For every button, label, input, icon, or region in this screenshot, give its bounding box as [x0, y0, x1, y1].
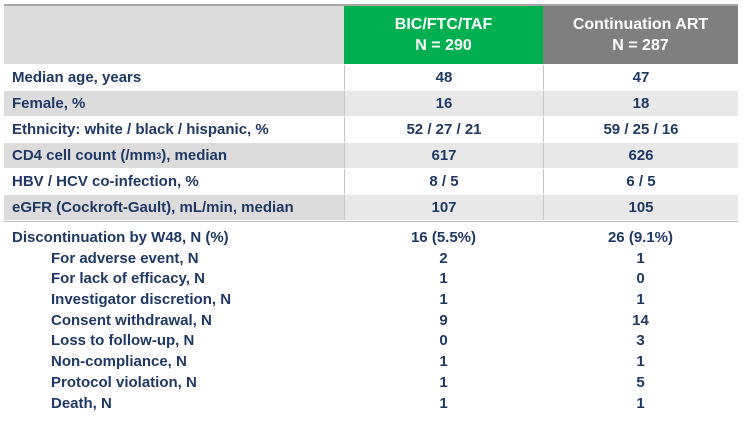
reason-value-arm2: 14 — [632, 311, 649, 329]
reason-label: Non-compliance, N — [51, 353, 187, 371]
row-value-arm1: 16 — [344, 91, 543, 116]
discontinuation-arm2-values: 26 (9.1%) 1 0 1 14 3 1 5 1 — [543, 228, 738, 414]
row-value-arm1: 617 — [344, 143, 543, 168]
row-label: Ethnicity: white / black / hispanic, % — [4, 117, 344, 142]
header-arm2: Continuation ART N = 287 — [543, 6, 738, 64]
reason-value-arm1: 1 — [439, 270, 448, 288]
reason-value-arm1: 0 — [439, 332, 448, 350]
reason-label: For adverse event, N — [51, 249, 199, 267]
header-arm1: BIC/FTC/TAF N = 290 — [344, 6, 543, 64]
reason-value-arm2: 3 — [636, 332, 645, 350]
reason-value-arm1: 1 — [439, 353, 448, 371]
arm2-n: N = 287 — [612, 37, 669, 54]
discontinuation-block: Discontinuation by W48, N (%) For advers… — [4, 221, 738, 415]
arm1-n: N = 290 — [415, 37, 472, 54]
row-label: Median age, years — [4, 65, 344, 90]
discontinuation-value-arm2: 26 (9.1%) — [607, 229, 674, 246]
table-row: Ethnicity: white / black / hispanic, % 5… — [4, 117, 738, 143]
reason-value-arm2: 0 — [636, 270, 645, 288]
table-row: CD4 cell count (/mm 3), median 617 626 — [4, 143, 738, 169]
reason-value-arm1: 1 — [439, 394, 448, 412]
reason-value-arm2: 1 — [636, 394, 645, 412]
row-value-arm1: 48 — [344, 65, 543, 90]
reason-value-arm2: 1 — [636, 249, 645, 267]
row-label: Female, % — [4, 91, 344, 116]
discontinuation-label: Discontinuation by W48, N (%) — [12, 229, 229, 246]
arm1-title: BIC/FTC/TAF — [394, 16, 493, 33]
reason-label: Investigator discretion, N — [51, 291, 232, 309]
baseline-characteristics-table: BIC/FTC/TAF N = 290 Continuation ART N =… — [4, 4, 738, 415]
header-empty-cell — [4, 6, 344, 64]
table-row: HBV / HCV co-infection, % 8 / 5 6 / 5 — [4, 169, 738, 195]
row-value-arm1: 52 / 27 / 21 — [344, 117, 543, 142]
reason-value-arm1: 9 — [439, 311, 448, 329]
row-value-arm2: 626 — [543, 143, 738, 168]
reason-value-arm1: 1 — [439, 373, 448, 391]
reason-label: Protocol violation, N — [51, 373, 197, 391]
reason-label: Consent withdrawal, N — [51, 311, 212, 329]
table-row: Median age, years 48 47 — [4, 65, 738, 91]
row-value-arm1: 107 — [344, 195, 543, 220]
reason-label: Death, N — [51, 394, 112, 412]
row-value-arm2: 18 — [543, 91, 738, 116]
discontinuation-labels: Discontinuation by W48, N (%) For advers… — [4, 228, 344, 414]
arm2-title: Continuation ART — [572, 16, 709, 33]
row-label-post: ), median — [161, 147, 228, 164]
row-label: eGFR (Cockroft-Gault), mL/min, median — [4, 195, 344, 220]
row-value-arm2: 47 — [543, 65, 738, 90]
table-header-row: BIC/FTC/TAF N = 290 Continuation ART N =… — [4, 6, 738, 65]
row-label-pre: CD4 cell count (/mm — [12, 147, 157, 164]
reason-value-arm2: 1 — [636, 353, 645, 371]
row-value-arm1: 8 / 5 — [344, 169, 543, 194]
reason-value-arm2: 5 — [636, 373, 645, 391]
row-value-arm2: 6 / 5 — [543, 169, 738, 194]
row-value-arm2: 59 / 25 / 16 — [543, 117, 738, 142]
table-row: Female, % 16 18 — [4, 91, 738, 117]
reason-label: For lack of efficacy, N — [51, 270, 205, 288]
row-label: HBV / HCV co-infection, % — [4, 169, 344, 194]
reason-label: Loss to follow-up, N — [51, 332, 195, 350]
reason-value-arm2: 1 — [636, 291, 645, 309]
discontinuation-value-arm1: 16 (5.5%) — [410, 229, 477, 246]
discontinuation-arm1-values: 16 (5.5%) 2 1 1 9 0 1 1 1 — [344, 228, 543, 414]
table-row: eGFR (Cockroft-Gault), mL/min, median 10… — [4, 195, 738, 221]
row-label: CD4 cell count (/mm 3), median — [4, 143, 344, 168]
reason-value-arm1: 1 — [439, 291, 448, 309]
row-value-arm2: 105 — [543, 195, 738, 220]
reason-value-arm1: 2 — [439, 249, 448, 267]
